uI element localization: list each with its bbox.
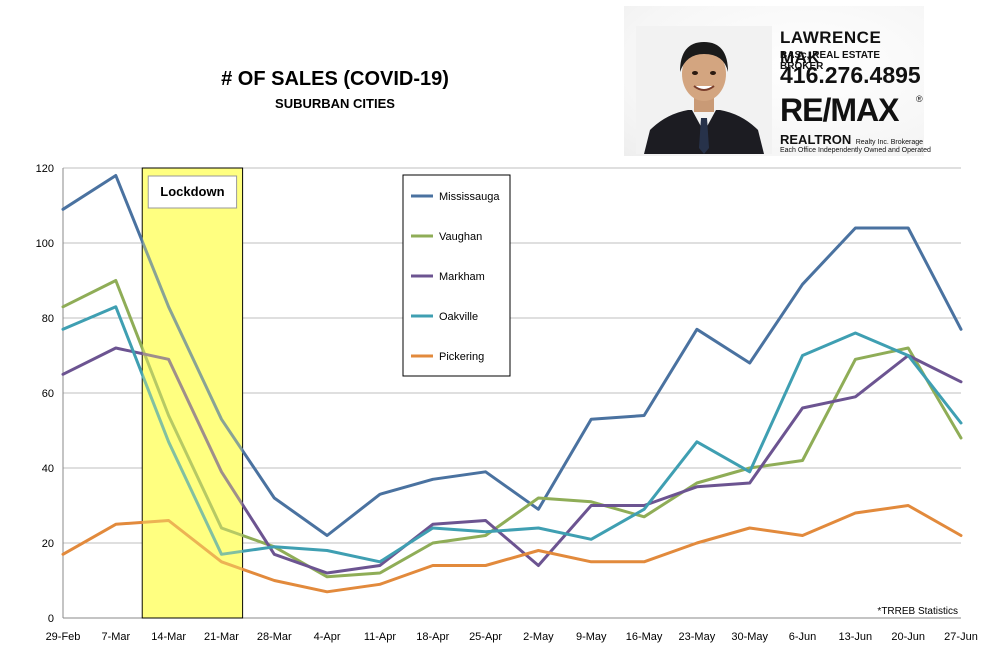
brokerage-line: REALTRON Realty Inc. Brokerage — [780, 131, 923, 149]
x-tick-label: 23-May — [679, 631, 716, 643]
y-axis: 0 20 40 60 80 100 120 — [36, 163, 54, 625]
legend-label: Pickering — [439, 351, 484, 363]
y-tick-label: 60 — [42, 388, 54, 400]
y-tick-label: 120 — [36, 163, 54, 175]
x-tick-label: 30-May — [731, 631, 768, 643]
x-tick-label: 21-Mar — [204, 631, 239, 643]
x-tick-label: 27-Jun — [944, 631, 978, 643]
lockdown-label: Lockdown — [160, 184, 224, 199]
y-tick-label: 80 — [42, 313, 54, 325]
series-line-vaughan — [61, 279, 963, 579]
series-line-pickering — [61, 504, 963, 594]
lockdown-label-box — [147, 175, 238, 209]
series-line-oakville — [61, 305, 963, 564]
series-lines — [61, 174, 963, 618]
x-tick-label: 13-Jun — [839, 631, 873, 643]
x-tick-label: 29-Feb — [46, 631, 81, 643]
agent-phone: 416.276.4895 — [780, 62, 921, 88]
legend: Mississauga Vaughan Markham Oakville Pickeri… — [402, 174, 511, 377]
agent-name: LAWRENCE MAK — [780, 28, 882, 67]
x-tick-label: 7-Mar — [101, 631, 130, 643]
series-line-markham — [61, 346, 963, 575]
x-tick-label: 25-Apr — [469, 631, 502, 643]
agent-banner: LAWRENCE MAK BASc, REAL ESTATE BROKER 41… — [624, 6, 931, 156]
x-tick-label: 2-May — [523, 631, 554, 643]
agent-role: BASc, REAL ESTATE BROKER — [780, 50, 881, 72]
y-tick-label: 100 — [36, 238, 54, 250]
brokerage-note: Each Office Independently Owned and Oper… — [780, 147, 931, 154]
x-tick-label: 20-Jun — [891, 631, 925, 643]
x-tick-label: 16-May — [626, 631, 663, 643]
x-axis: 29-Feb 7-Mar 14-Mar 21-Mar 28-Mar 4-Apr 11-Apr… — [46, 631, 978, 643]
brokerage-sub: Realty Inc. Brokerage — [855, 139, 924, 146]
page-title: # OF SALES (COVID-19) — [221, 68, 449, 90]
brand-logo: RE/MAX — [780, 92, 899, 128]
brand-registered-mark: ® — [916, 94, 923, 104]
page-subtitle: SUBURBAN CITIES — [275, 96, 395, 111]
x-tick-label: 14-Mar — [151, 631, 186, 643]
legend-label: Mississauga — [439, 191, 500, 203]
lockdown-band-overlay — [142, 210, 243, 618]
brokerage-name: REALTRON — [780, 132, 852, 147]
x-tick-label: 9-May — [576, 631, 607, 643]
legend-label: Markham — [439, 271, 485, 283]
series-line-mississauga — [61, 174, 963, 537]
x-tick-label: 11-Apr — [364, 631, 397, 643]
legend-label: Vaughan — [439, 231, 482, 243]
y-tick-label: 20 — [42, 538, 54, 550]
legend-label: Oakville — [439, 311, 478, 323]
y-tick-label: 0 — [48, 613, 54, 625]
x-tick-label: 18-Apr — [416, 631, 449, 643]
agent-photo — [636, 26, 772, 154]
source-note: *TRREB Statistics — [877, 606, 958, 617]
y-tick-label: 40 — [42, 463, 54, 475]
x-tick-label: 6-Jun — [789, 631, 817, 643]
x-tick-label: 28-Mar — [257, 631, 292, 643]
x-tick-label: 4-Apr — [314, 631, 341, 643]
